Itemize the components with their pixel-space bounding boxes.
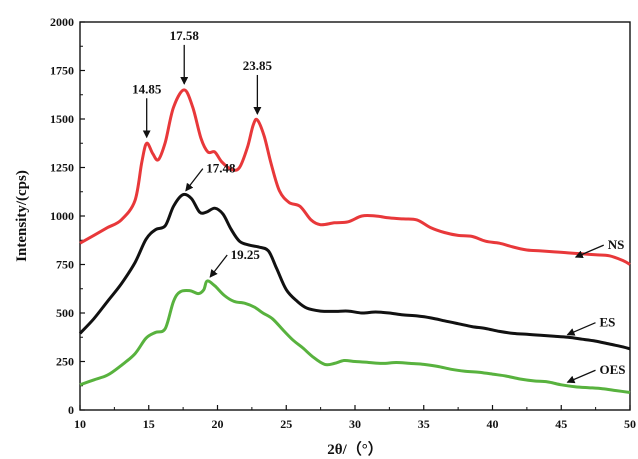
annotation-layer: 14.85 17.58 23.85 17.48 19.25 (132, 28, 273, 278)
x-tick-label: 30 (349, 417, 361, 431)
series-line-oes (79, 279, 631, 394)
series-label: NS (608, 237, 625, 252)
y-tick-label: 750 (56, 258, 74, 272)
peak-label: 17.48 (206, 161, 236, 176)
peak-arrow (209, 254, 228, 278)
x-tick-label: 25 (280, 417, 292, 431)
y-tick-label: 0 (68, 403, 74, 417)
x-tick-label: 15 (143, 417, 155, 431)
y-tick-label: 1250 (50, 161, 74, 175)
x-axis-title: 2θ/（°） (327, 440, 383, 458)
x-tick-label: 35 (418, 417, 430, 431)
series-label-layer: NS ES OES (566, 237, 626, 384)
y-axis-ticks: 0 250 500 750 1000 1250 1500 1750 2000 (50, 15, 85, 417)
x-tick-label: 50 (624, 417, 636, 431)
y-tick-label: 500 (56, 306, 74, 320)
x-tick-label: 40 (487, 417, 499, 431)
peak-label: 17.58 (170, 28, 200, 43)
peak-label: 23.85 (243, 58, 273, 73)
x-tick-label: 45 (555, 417, 567, 431)
y-tick-label: 2000 (50, 15, 74, 29)
series-line-ns (79, 88, 631, 266)
series-layer (78, 88, 631, 394)
x-tick-label: 10 (74, 417, 86, 431)
peak-label: 14.85 (132, 81, 162, 96)
series-label-arrow (566, 322, 596, 336)
series-label-arrow (574, 244, 605, 259)
y-tick-label: 1500 (50, 112, 74, 126)
x-tick-label: 20 (212, 417, 224, 431)
x-axis-ticks: 10 15 20 25 30 35 40 45 50 (74, 405, 636, 431)
series-label: ES (600, 315, 616, 330)
y-tick-label: 1000 (50, 209, 74, 223)
plot-frame (79, 21, 631, 411)
peak-label: 19.25 (231, 247, 261, 262)
series-label: OES (600, 362, 626, 377)
plot-border (79, 21, 631, 411)
y-tick-label: 1750 (50, 64, 74, 78)
series-line-es (78, 192, 631, 351)
y-axis-title: Intensity/(cps) (14, 170, 30, 262)
y-tick-label: 250 (56, 355, 74, 369)
peak-arrow (185, 168, 204, 192)
series-label-arrow (566, 369, 596, 384)
